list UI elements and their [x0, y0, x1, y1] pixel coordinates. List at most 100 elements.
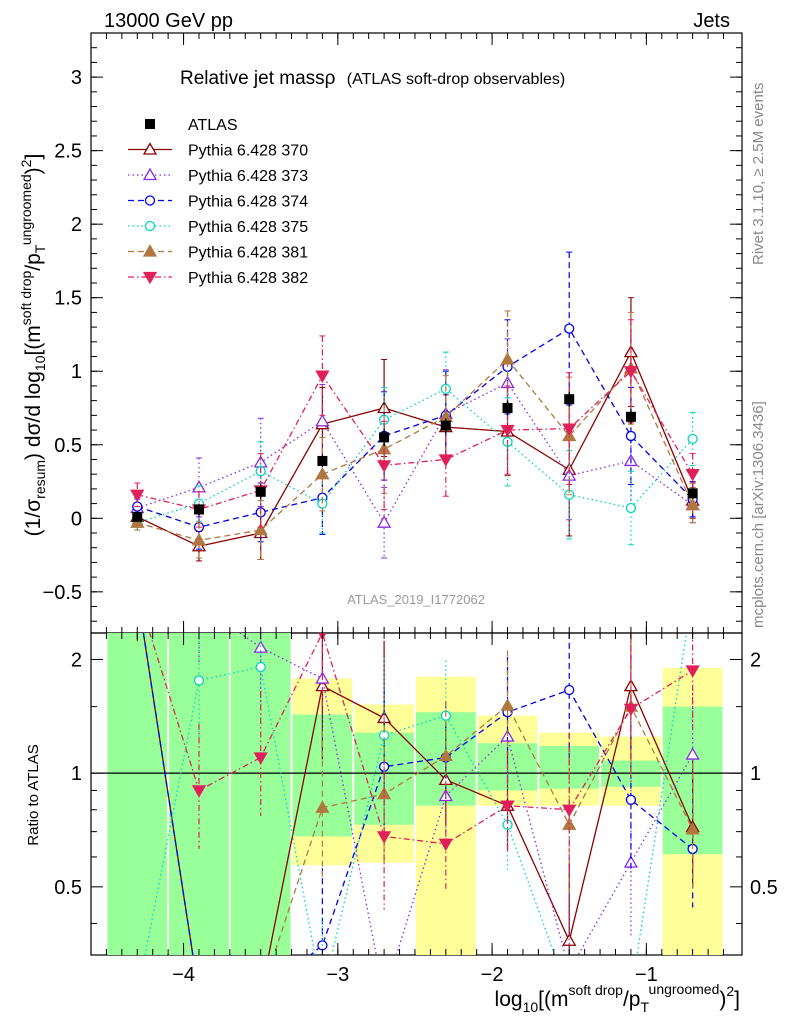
series-line	[137, 382, 694, 524]
main-series	[130, 251, 700, 562]
y-axis-label-ratio: Ratio to ATLAS	[25, 744, 42, 845]
series-point	[687, 433, 698, 445]
y-tick-label: −0.5	[43, 582, 82, 604]
series-point	[315, 466, 330, 480]
x-axis-label: log10[(msoft drop/pTungroomed)2]	[495, 981, 740, 1015]
series-point	[623, 366, 639, 379]
atlas-point	[379, 432, 390, 443]
y-tick-label: 1	[71, 361, 82, 383]
ratio-point	[562, 804, 577, 818]
ratio-line	[144, 633, 688, 955]
y-tick-label: 2.5	[54, 141, 82, 163]
ratio-point	[376, 831, 392, 844]
series-point	[564, 323, 575, 334]
atlas-point	[502, 403, 513, 413]
series-point	[315, 370, 330, 383]
series-point	[376, 515, 392, 528]
ratio-series	[91, 633, 742, 955]
legend-marker	[142, 244, 158, 257]
y-axis-label-main: (1/σresum) dσ/d log10[(msoft drop/pTungr…	[18, 154, 48, 537]
header-right: Jets	[693, 10, 730, 32]
y-tick-label: 0	[71, 508, 82, 530]
band-green	[230, 633, 291, 955]
atlas-point	[193, 504, 204, 515]
y-tick-label: 0.5	[54, 435, 82, 457]
ratio-point	[685, 747, 700, 760]
ratio-point	[625, 794, 637, 805]
y-tick-label: 1.5	[54, 288, 82, 310]
series-point	[315, 413, 330, 427]
ratio-point	[191, 785, 207, 798]
y-tick-label: 3	[71, 67, 82, 89]
ratio-point	[438, 838, 453, 852]
ratio-tick-label: 0.5	[54, 877, 82, 899]
ratio-point	[376, 786, 392, 800]
ratio-line	[142, 633, 694, 955]
mcplots-reference-label: mcplots.cern.ch [arXiv:1306.3436]	[750, 401, 767, 628]
x-tick-label: −2	[481, 964, 504, 986]
series-point	[625, 502, 637, 514]
legend-marker	[142, 271, 158, 285]
series-point	[500, 424, 515, 438]
legend-label: Pythia 6.428 374	[188, 194, 308, 211]
legend-label: ATLAS	[188, 117, 238, 134]
y-tick-label: 2	[71, 214, 82, 236]
series-point	[253, 522, 268, 536]
atlas-point	[440, 420, 451, 431]
ratio-point	[564, 684, 575, 696]
series-line	[136, 350, 694, 547]
chart-title-sub: (ATLAS soft-drop observables)	[347, 71, 565, 88]
series-point	[562, 423, 577, 436]
watermark: ATLAS_2019_I1772062	[347, 592, 485, 607]
atlas-point	[317, 455, 328, 466]
ratio-point	[685, 822, 700, 835]
atlas-point	[564, 394, 575, 405]
ratio-tick-label-right: 1	[750, 763, 761, 785]
atlas-point	[625, 411, 636, 422]
legend-marker	[142, 142, 158, 155]
ratio-point	[193, 675, 205, 686]
x-tick-label: −1	[635, 964, 658, 986]
series-point	[500, 352, 515, 365]
ratio-point	[253, 752, 268, 765]
series-point	[625, 430, 637, 442]
ratio-point	[623, 703, 639, 717]
legend-label: Pythia 6.428 382	[188, 270, 308, 287]
band-green	[107, 633, 168, 955]
series-point	[438, 454, 453, 467]
series-line	[137, 327, 694, 528]
ratio-point	[685, 665, 700, 678]
legend-label: Pythia 6.428 375	[188, 219, 308, 236]
ratio-line	[273, 704, 694, 955]
series-point	[685, 497, 700, 511]
atlas-point	[687, 488, 698, 499]
ratio-tick-label: 1	[71, 763, 82, 785]
ratio-point	[438, 748, 453, 762]
ratio-tick-label-right: 0.5	[750, 877, 778, 899]
legend-marker	[142, 167, 158, 181]
ratio-line	[142, 633, 694, 955]
series-point	[191, 533, 207, 546]
series-point	[376, 460, 392, 473]
rivet-version-label: Rivet 3.1.10, ≥ 2.5M events	[750, 82, 767, 266]
legend-label: Pythia 6.428 381	[188, 245, 308, 262]
x-tick-label: −4	[172, 964, 195, 986]
header-left: 13000 GeV pp	[104, 10, 233, 32]
legend: ATLAS Pythia 6.428 370 Pythia 6.428 373 Pyt…	[128, 117, 308, 287]
series-line	[137, 388, 694, 524]
ratio-point	[315, 800, 330, 813]
ratio-point	[500, 698, 515, 711]
axes: −4 −3 −2 −1 −0.5 0 0.5 1 1.5 2 2.5 3 0.5 0.5 1 1 2 2	[43, 33, 778, 986]
series-point	[130, 515, 145, 528]
series-point	[130, 489, 145, 503]
ratio-tick-label: 2	[71, 649, 82, 671]
atlas-point	[132, 511, 143, 522]
series-line	[137, 370, 694, 511]
legend-label: Pythia 6.428 370	[188, 143, 308, 160]
legend-marker	[144, 220, 156, 232]
legend-label: Pythia 6.428 373	[188, 168, 308, 185]
legend-marker	[145, 119, 155, 129]
ratio-point	[255, 661, 266, 673]
series-line	[137, 358, 694, 542]
